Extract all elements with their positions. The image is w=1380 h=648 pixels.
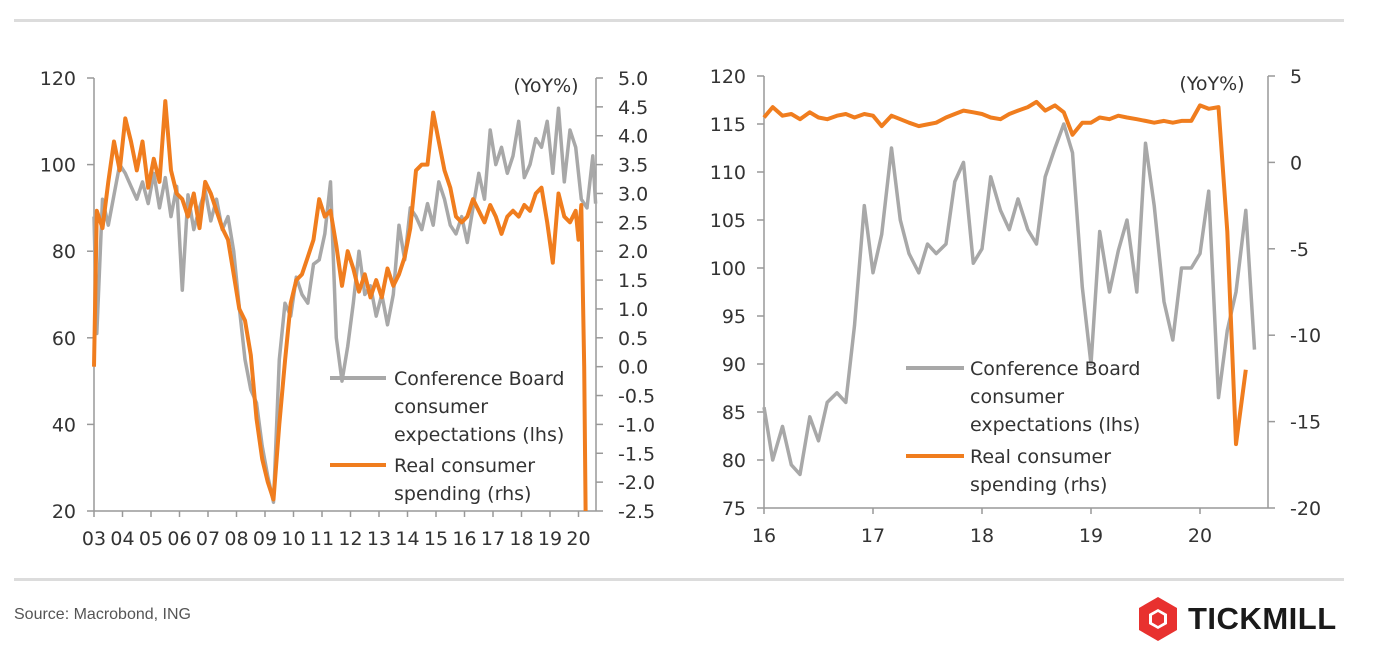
chart1-right-tick-label: 2.0 [618, 241, 648, 263]
chart2-left-tick-label: 95 [722, 306, 746, 328]
source-note: Source: Macrobond, ING [14, 606, 191, 623]
brand-logo: TICKMILL [1136, 594, 1337, 644]
chart2-left-tick-label: 110 [710, 162, 746, 184]
chart2-legend-label-1: expectations (lhs) [970, 414, 1140, 436]
chart1-right-tick-label: -2.5 [618, 501, 655, 523]
chart1-x-tick-label: 10 [281, 528, 305, 550]
chart1-x-tick-label: 13 [367, 528, 391, 550]
chart1-right-tick-label: -1.5 [618, 443, 655, 465]
chart1-left-tick-label: 60 [52, 328, 76, 350]
chart1-spending-series-line [92, 99, 588, 512]
chart1-right-tick-label: 5.0 [618, 68, 648, 90]
chart2-left-tick-label: 90 [722, 354, 746, 376]
chart1-legend-label-1: consumer [394, 396, 488, 418]
chart1-x-tick-label: 11 [310, 528, 334, 550]
chart2-x-tick-label: 19 [1079, 525, 1103, 547]
chart1-x-tick-label: 19 [538, 528, 562, 550]
chart1-x-tick-label: 08 [224, 528, 248, 550]
chart1-right-tick-label: 1.0 [618, 299, 648, 321]
chart1-x-tick-label: 09 [253, 528, 277, 550]
chart1-right-tick-label: 3.0 [618, 183, 648, 205]
chart2-x-tick-label: 20 [1188, 525, 1212, 547]
chart1-x-tick-label: 20 [566, 528, 590, 550]
chart2-x-tick-label: 16 [752, 525, 776, 547]
chart2-left-tick-label: 85 [722, 402, 746, 424]
chart1-right-tick-label: 0.0 [618, 357, 648, 379]
chart1-right-tick-label: 4.0 [618, 126, 648, 148]
chart2-right-tick-label: -20 [1290, 498, 1321, 520]
chart2-right-tick-label: 0 [1290, 152, 1302, 174]
tickmill-hexagon-logo-icon [1139, 597, 1177, 641]
chart1-x-tick-label: 18 [509, 528, 533, 550]
chart2-x-tick-label: 18 [970, 525, 994, 547]
chart1-left-tick-label: 20 [52, 501, 76, 523]
chart1-left-tick-label: 80 [52, 241, 76, 263]
chart1-left-tick-label: 40 [52, 414, 76, 436]
chart1-legend-label-2: spending (rhs) [394, 483, 531, 505]
chart1-unit-label: (YoY%) [513, 75, 578, 97]
top-divider [14, 19, 1344, 22]
chart2-x-tick-label: 17 [861, 525, 885, 547]
chart2-left-tick-label: 115 [710, 114, 746, 136]
chart2-right-tick-label: 5 [1290, 66, 1302, 88]
brand-name: TICKMILL [1188, 601, 1337, 636]
chart1-x-tick-label: 05 [139, 528, 163, 550]
chart1-right-tick-label: -0.5 [618, 386, 655, 408]
chart2-right-tick-label: -15 [1290, 412, 1321, 434]
chart1-legend-label-2: Real consumer [394, 455, 535, 477]
chart2-legend-label-2: Real consumer [970, 446, 1111, 468]
chart2-left-tick-label: 105 [710, 210, 746, 232]
chart1-left-tick-label: 120 [40, 68, 76, 90]
chart1-legend-label-1: Conference Board [394, 368, 564, 390]
chart2-unit-label: (YoY%) [1179, 73, 1244, 95]
chart1-right-tick-label: -1.0 [618, 414, 655, 436]
chart1-x-tick-label: 14 [395, 528, 419, 550]
chart2-legend-label-1: consumer [970, 386, 1064, 408]
chart2-left-tick-label: 100 [710, 258, 746, 280]
chart1-x-tick-label: 03 [82, 528, 106, 550]
chart2-right-tick-label: -10 [1290, 325, 1321, 347]
chart2-expectations-series-line [762, 122, 1257, 477]
chart1-x-tick-label: 04 [110, 528, 134, 550]
chart1-left-tick-label: 100 [40, 155, 76, 177]
chart2-left-tick-label: 75 [722, 498, 746, 520]
chart2-legend-label-2: spending (rhs) [970, 474, 1107, 496]
chart1-right-tick-label: 1.5 [618, 270, 648, 292]
chart1-right-tick-label: 3.5 [618, 155, 648, 177]
chart1-right-tick-label: 0.5 [618, 328, 648, 350]
chart1-legend-label-1: expectations (lhs) [394, 424, 564, 446]
chart2-right-tick-label: -5 [1290, 239, 1309, 261]
chart1-x-tick-label: 06 [167, 528, 191, 550]
chart1-right-tick-label: 4.5 [618, 97, 648, 119]
chart2-legend-label-1: Conference Board [970, 358, 1140, 380]
chart1-x-tick-label: 15 [424, 528, 448, 550]
chart2-left-tick-label: 120 [710, 66, 746, 88]
chart1-x-tick-label: 07 [196, 528, 220, 550]
chart1-right-tick-label: 2.5 [618, 212, 648, 234]
chart1-right-tick-label: -2.0 [618, 472, 655, 494]
chart1-x-tick-label: 16 [452, 528, 476, 550]
chart2-spending-series-line [762, 99, 1248, 447]
chart1-x-tick-label: 12 [338, 528, 362, 550]
chart1-x-tick-label: 17 [481, 528, 505, 550]
chart2-left-tick-label: 80 [722, 450, 746, 472]
bottom-divider [14, 578, 1344, 581]
